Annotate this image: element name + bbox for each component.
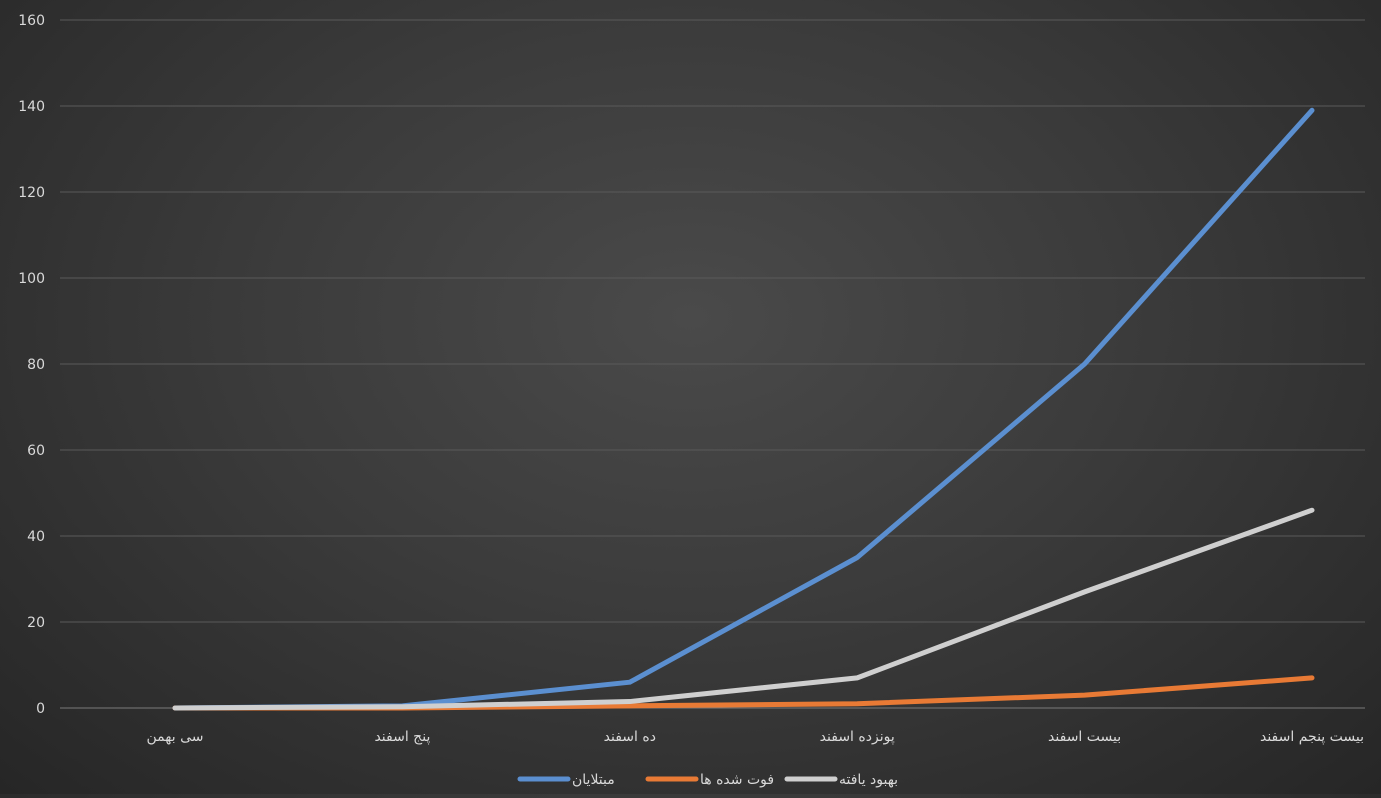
legend-item: فوت شده ها: [648, 772, 774, 788]
legend: مبتلایان فوت شده ها بهبود یافته: [520, 772, 898, 788]
y-tick-label: 40: [27, 529, 45, 545]
legend-label: بهبود یافته: [839, 772, 898, 788]
grid-lines: [60, 20, 1365, 708]
y-tick-label: 0: [36, 701, 45, 717]
y-tick-label: 160: [18, 13, 45, 29]
y-tick-label: 60: [27, 443, 45, 459]
x-tick-label: پنج اسفند: [374, 729, 430, 745]
series-line-1: [175, 678, 1312, 708]
y-tick-label: 120: [18, 185, 45, 201]
legend-label: مبتلایان: [572, 772, 615, 788]
y-axis-ticks: 0 20 40 60 80 100 120 140 160: [18, 13, 45, 717]
x-axis-ticks: سی بهمن پنج اسفند ده اسفند پونزده اسفند بیست…: [147, 729, 1364, 745]
y-tick-label: 140: [18, 99, 45, 115]
series-line-2: [175, 510, 1312, 708]
legend-label: فوت شده ها: [700, 772, 774, 788]
legend-item: بهبود یافته: [787, 772, 898, 788]
x-tick-label: بیست اسفند: [1048, 729, 1121, 745]
y-tick-label: 20: [27, 615, 45, 631]
series-lines: [175, 110, 1312, 708]
x-tick-label: بیست پنجم اسفند: [1260, 729, 1364, 745]
x-tick-label: پونزده اسفند: [820, 729, 895, 745]
x-tick-label: ده اسفند: [604, 729, 656, 745]
series-line-0: [175, 110, 1312, 708]
x-tick-label: سی بهمن: [147, 729, 204, 745]
legend-item: مبتلایان: [520, 772, 615, 788]
y-tick-label: 80: [27, 357, 45, 373]
y-tick-label: 100: [18, 271, 45, 287]
